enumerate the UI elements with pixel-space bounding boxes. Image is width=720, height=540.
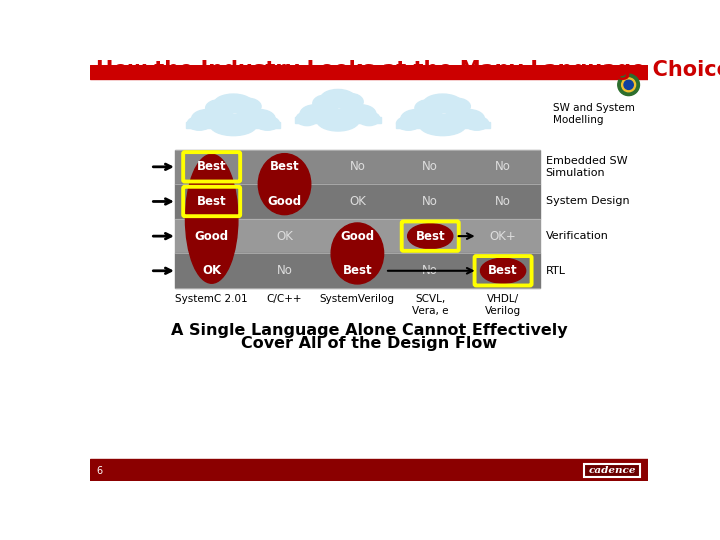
Ellipse shape	[419, 114, 466, 136]
Text: Best: Best	[197, 195, 227, 208]
Ellipse shape	[423, 94, 462, 112]
Circle shape	[621, 78, 636, 92]
Ellipse shape	[452, 110, 485, 128]
Ellipse shape	[401, 110, 433, 128]
Ellipse shape	[186, 154, 238, 284]
Text: No: No	[423, 160, 438, 173]
Text: OK: OK	[276, 230, 293, 242]
Bar	[175, 184, 539, 219]
Ellipse shape	[320, 90, 356, 108]
Ellipse shape	[243, 110, 275, 128]
Ellipse shape	[258, 154, 311, 214]
Text: OK+: OK+	[490, 230, 516, 242]
Ellipse shape	[210, 114, 257, 136]
Bar	[90, 459, 648, 481]
Text: A Single Language Alone Cannot Effectively: A Single Language Alone Cannot Effective…	[171, 323, 567, 338]
Text: Best: Best	[343, 264, 372, 277]
Text: 6: 6	[96, 465, 102, 476]
Text: Good: Good	[194, 230, 229, 242]
Text: Good: Good	[267, 195, 302, 208]
Text: Cover All of the Design Flow: Cover All of the Design Flow	[241, 336, 497, 351]
Bar	[295, 117, 381, 123]
Circle shape	[618, 74, 639, 96]
Text: No: No	[495, 160, 511, 173]
Text: No: No	[423, 264, 438, 277]
Text: How the Industry Looks at the Many Language Choices: How the Industry Looks at the Many Langu…	[96, 60, 720, 80]
Ellipse shape	[480, 258, 526, 284]
Text: System Design: System Design	[546, 197, 629, 206]
Ellipse shape	[415, 99, 445, 117]
Ellipse shape	[346, 105, 376, 123]
Text: Best: Best	[270, 160, 300, 173]
Text: No: No	[423, 195, 438, 208]
Ellipse shape	[231, 98, 261, 115]
Text: Verification: Verification	[546, 231, 608, 241]
Ellipse shape	[296, 112, 318, 126]
Text: OK: OK	[202, 264, 221, 277]
Ellipse shape	[214, 94, 253, 112]
Ellipse shape	[256, 117, 279, 130]
Bar	[175, 253, 539, 288]
Ellipse shape	[317, 110, 359, 131]
Bar	[175, 150, 539, 184]
Ellipse shape	[312, 95, 340, 112]
Ellipse shape	[441, 98, 470, 115]
Text: SCVL,
Vera, e: SCVL, Vera, e	[412, 294, 449, 316]
Text: VHDL/
Verilog: VHDL/ Verilog	[485, 294, 521, 316]
Ellipse shape	[408, 224, 453, 248]
Bar	[186, 122, 280, 128]
Bar	[90, 65, 648, 79]
Text: Best: Best	[197, 160, 227, 173]
Ellipse shape	[465, 117, 489, 130]
Ellipse shape	[300, 105, 330, 123]
Text: Best: Best	[415, 230, 445, 242]
Text: No: No	[495, 195, 511, 208]
Text: Good: Good	[341, 230, 374, 242]
Text: C/C++: C/C++	[267, 294, 302, 304]
Text: cadence: cadence	[589, 466, 636, 475]
Bar	[396, 122, 490, 128]
FancyBboxPatch shape	[585, 464, 640, 477]
Text: SystemVerilog: SystemVerilog	[320, 294, 395, 304]
Ellipse shape	[192, 110, 224, 128]
Ellipse shape	[331, 223, 384, 284]
Text: No: No	[349, 160, 365, 173]
Text: Embedded SW
Simulation: Embedded SW Simulation	[546, 156, 627, 178]
Ellipse shape	[206, 99, 235, 117]
Text: SystemC 2.01: SystemC 2.01	[176, 294, 248, 304]
Text: No: No	[276, 264, 292, 277]
Ellipse shape	[358, 112, 380, 126]
Text: OK: OK	[349, 195, 366, 208]
Text: SW and System
Modelling: SW and System Modelling	[554, 103, 635, 125]
Text: Best: Best	[488, 264, 518, 277]
Text: RTL: RTL	[546, 266, 566, 276]
Circle shape	[624, 80, 634, 90]
Bar	[175, 219, 539, 253]
Ellipse shape	[336, 93, 363, 110]
Ellipse shape	[187, 117, 211, 130]
Ellipse shape	[397, 117, 420, 130]
